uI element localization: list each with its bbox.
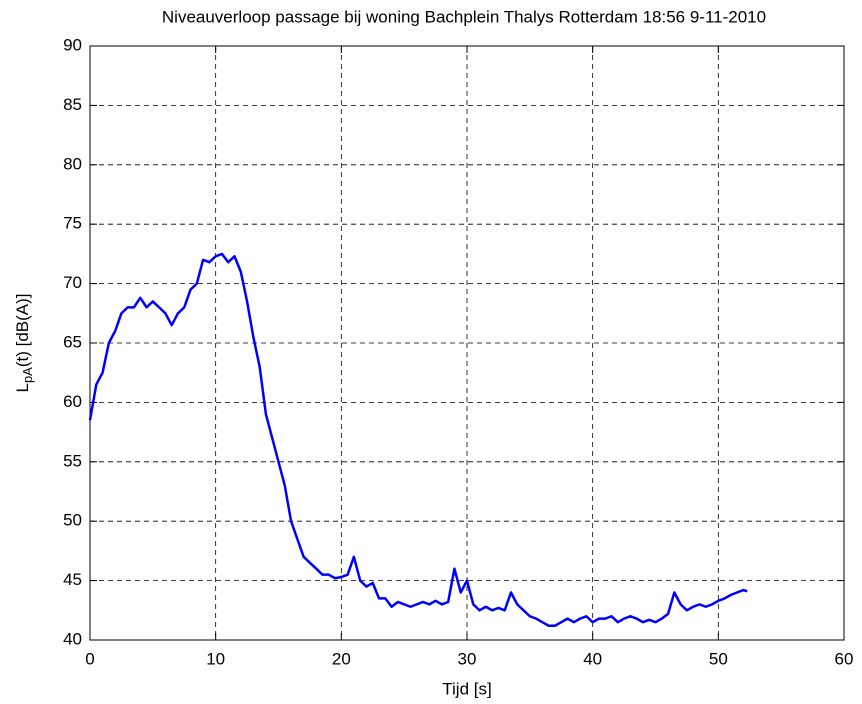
y-label-main: L (13, 383, 32, 392)
y-tick-label: 40 (63, 629, 82, 648)
x-tick-label: 10 (206, 649, 225, 668)
data-line (88, 252, 748, 627)
y-tick-label: 45 (63, 570, 82, 589)
y-tick-label: 55 (63, 451, 82, 470)
x-tick-label: 60 (835, 649, 854, 668)
y-label-sub: pA (20, 367, 35, 383)
y-tick-label: 60 (63, 392, 82, 411)
x-tick-label: 0 (85, 649, 94, 668)
y-label-rest: (t) [dB(A)] (13, 293, 32, 367)
x-tick-label: 50 (709, 649, 728, 668)
x-tick-label: 20 (332, 649, 351, 668)
y-tick-label: 85 (63, 95, 82, 114)
y-tick-label: 65 (63, 332, 82, 351)
x-axis-label: Tijd [s] (442, 679, 491, 698)
y-tick-label: 80 (63, 154, 82, 173)
y-axis-label: LpA(t) [dB(A)] (13, 293, 35, 392)
x-tick-label: 30 (458, 649, 477, 668)
y-tick-label: 90 (63, 35, 82, 54)
y-tick-label: 50 (63, 511, 82, 530)
y-tick-label: 75 (63, 214, 82, 233)
y-tick-label: 70 (63, 273, 82, 292)
plot-frame (89, 45, 845, 641)
x-tick-label: 40 (583, 649, 602, 668)
chart-title: Niveauverloop passage bij woning Bachple… (162, 7, 766, 26)
